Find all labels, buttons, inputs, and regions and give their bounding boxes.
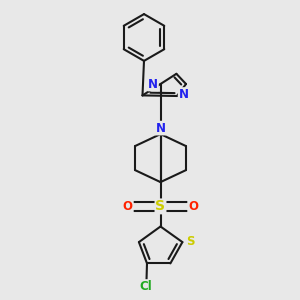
Text: S: S <box>187 235 195 248</box>
Text: O: O <box>123 200 133 213</box>
Text: O: O <box>188 200 198 213</box>
Text: N: N <box>148 77 158 91</box>
Text: N: N <box>155 122 166 135</box>
Text: S: S <box>155 200 166 213</box>
Text: N: N <box>178 88 189 101</box>
Text: Cl: Cl <box>139 280 152 293</box>
